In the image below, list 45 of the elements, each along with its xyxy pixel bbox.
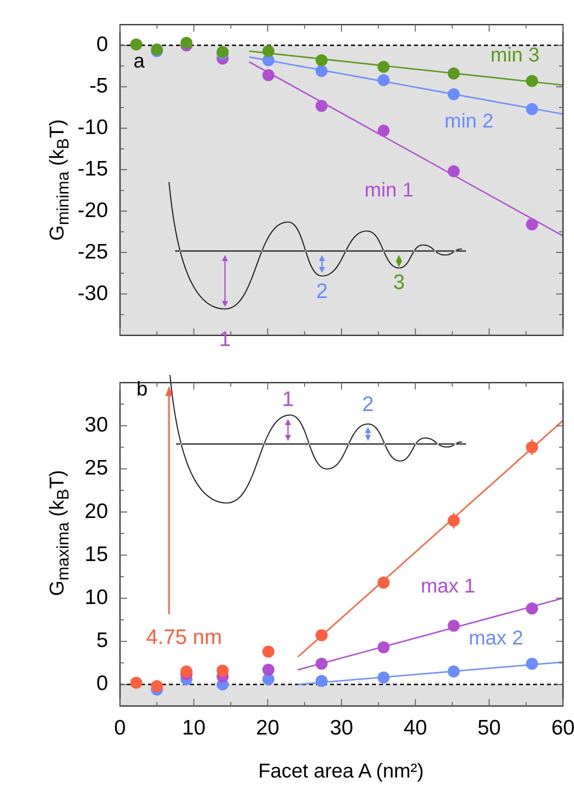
y-tick-label: 25 [84, 456, 108, 480]
annotation: b [136, 378, 148, 401]
x-tick-label: 50 [477, 716, 501, 740]
y-tick-label: -30 [78, 282, 108, 305]
annotation: a [133, 50, 146, 73]
annotation: 2 [316, 280, 328, 303]
y-tick-label: 10 [84, 586, 108, 609]
y-tick-label: -20 [78, 198, 108, 222]
x-tick-label: 0 [114, 716, 126, 740]
x-tick-label: 20 [256, 716, 280, 740]
series-label: max 2 [468, 628, 524, 650]
point [378, 124, 390, 137]
x-tick-label: 40 [404, 716, 428, 740]
point [150, 680, 163, 692]
point [180, 666, 192, 678]
point [262, 646, 274, 658]
x-axis-title: Facet area A (nm²) [258, 760, 424, 784]
x-tick-label: 60 [551, 716, 574, 740]
point [130, 38, 142, 50]
series-label: min 3 [490, 44, 540, 67]
point [180, 36, 192, 49]
y-tick-label: -25 [78, 240, 108, 264]
y-tick-label: 15 [84, 542, 108, 566]
y-tick-label: 30 [84, 414, 108, 437]
annotation: 1 [282, 388, 294, 411]
y-tick-label: -15 [78, 157, 108, 180]
x-tick-label: 30 [330, 716, 354, 740]
y-tick-label: 5 [96, 629, 108, 652]
annotation: 4.75 nm [146, 626, 222, 649]
point [526, 218, 538, 230]
y-tick-label: 0 [96, 672, 108, 696]
y-tick-label: 20 [84, 500, 108, 523]
series-label: min 2 [444, 110, 494, 133]
annotation: 3 [393, 270, 405, 294]
point [216, 664, 229, 677]
y-tick-label: 0 [96, 33, 108, 56]
series-label: max 1 [420, 576, 476, 598]
point [130, 676, 142, 689]
annotation: 2 [362, 392, 374, 416]
y-tick-label: -5 [89, 74, 108, 98]
point [262, 664, 274, 676]
y-tick-label: -10 [78, 116, 108, 139]
point [262, 673, 274, 686]
x-tick-label: 10 [182, 716, 206, 740]
series-label: min 1 [364, 180, 414, 202]
